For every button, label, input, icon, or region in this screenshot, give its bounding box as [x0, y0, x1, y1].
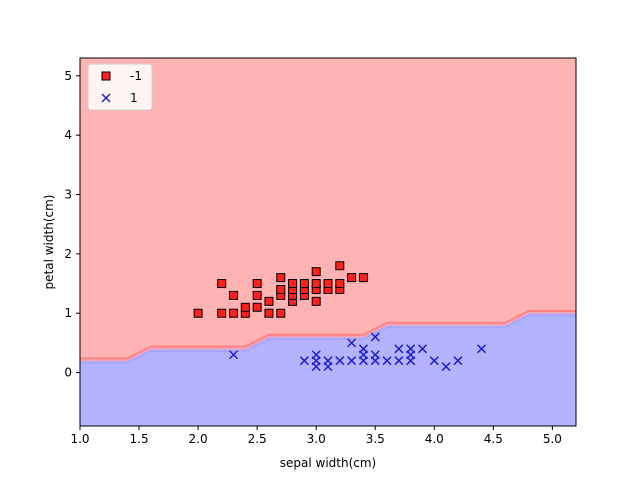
point-class-neg1 — [240, 302, 250, 312]
point-class-neg1 — [347, 273, 357, 283]
point-class-1 — [429, 356, 439, 366]
plot-frame — [79, 57, 577, 427]
y-tick-label: 4 — [64, 128, 72, 142]
x-axis-label: sepal width(cm) — [280, 456, 376, 470]
point-class-1 — [476, 344, 487, 354]
point-class-1 — [311, 350, 321, 360]
point-class-neg1 — [335, 261, 345, 271]
point-class-1 — [323, 356, 333, 366]
point-class-neg1 — [288, 279, 298, 289]
y-tick-label: 5 — [64, 69, 72, 83]
point-class-1 — [406, 344, 416, 354]
point-class-neg1 — [264, 296, 274, 306]
point-class-1 — [453, 356, 463, 366]
x-tick-label: 5.0 — [543, 432, 562, 446]
point-class-neg1 — [323, 279, 333, 289]
y-tick-label: 3 — [64, 188, 72, 202]
point-class-neg1 — [229, 290, 239, 300]
point-class-1 — [299, 356, 309, 366]
decision-boundary-line — [80, 312, 576, 362]
point-class-neg1 — [335, 279, 345, 289]
data-points — [193, 261, 487, 372]
point-class-neg1 — [311, 267, 321, 277]
point-class-1 — [358, 344, 368, 354]
legend-box — [87, 63, 153, 111]
y-axis-label: petal width(cm) — [42, 195, 56, 290]
point-class-1 — [394, 344, 404, 354]
x-axis: 1.0 1.5 2.0 2.5 3.0 3.5 4.0 4.5 5.0 — [70, 426, 562, 446]
x-tick-label: 4.5 — [484, 432, 503, 446]
point-class-1 — [370, 350, 380, 360]
legend-marker — [101, 93, 111, 103]
y-tick-label: 2 — [64, 247, 72, 261]
x-tick-label: 3.0 — [307, 432, 326, 446]
point-class-1 — [347, 356, 357, 366]
point-class-1 — [382, 356, 392, 366]
point-class-neg1 — [217, 308, 227, 318]
x-tick-label: 1.0 — [70, 432, 89, 446]
y-axis: 0 1 2 3 4 5 — [64, 69, 80, 380]
point-class-neg1 — [276, 284, 286, 294]
legend: -1 1 — [87, 63, 153, 111]
point-class-1 — [347, 338, 357, 348]
x-tick-label: 1.5 — [130, 432, 149, 446]
decision-boundary-line — [80, 310, 576, 360]
point-class-neg1 — [229, 308, 239, 318]
legend-marker — [101, 71, 111, 81]
x-tick-label: 3.5 — [366, 432, 385, 446]
region-class-1 — [80, 313, 576, 426]
point-class-neg1 — [252, 279, 262, 289]
point-class-1 — [417, 344, 428, 354]
legend-label: -1 — [130, 69, 142, 83]
point-class-1 — [335, 356, 345, 366]
x-tick-label: 2.5 — [248, 432, 267, 446]
point-class-neg1 — [252, 290, 262, 300]
x-tick-label: 2.0 — [189, 432, 208, 446]
point-class-neg1 — [358, 273, 368, 283]
legend-label: 1 — [130, 91, 138, 105]
decision-boundary-line — [80, 314, 576, 364]
point-class-1 — [441, 362, 451, 372]
point-class-1 — [394, 356, 404, 366]
point-class-neg1 — [276, 273, 286, 283]
point-class-neg1 — [299, 279, 309, 289]
legend-entry: 1 — [101, 91, 138, 105]
point-class-1 — [228, 350, 239, 360]
y-tick-label: 0 — [64, 366, 72, 380]
point-class-neg1 — [276, 308, 286, 318]
decision-regions — [80, 58, 576, 426]
point-class-neg1 — [193, 308, 203, 318]
y-tick-label: 1 — [64, 306, 72, 320]
point-class-neg1 — [217, 279, 227, 289]
point-class-1 — [370, 332, 380, 342]
point-class-neg1 — [252, 302, 262, 312]
legend-entry: -1 — [101, 69, 142, 83]
point-class-neg1 — [311, 279, 321, 289]
point-class-neg1 — [264, 308, 274, 318]
x-tick-label: 4.0 — [425, 432, 444, 446]
point-class-neg1 — [311, 296, 321, 306]
